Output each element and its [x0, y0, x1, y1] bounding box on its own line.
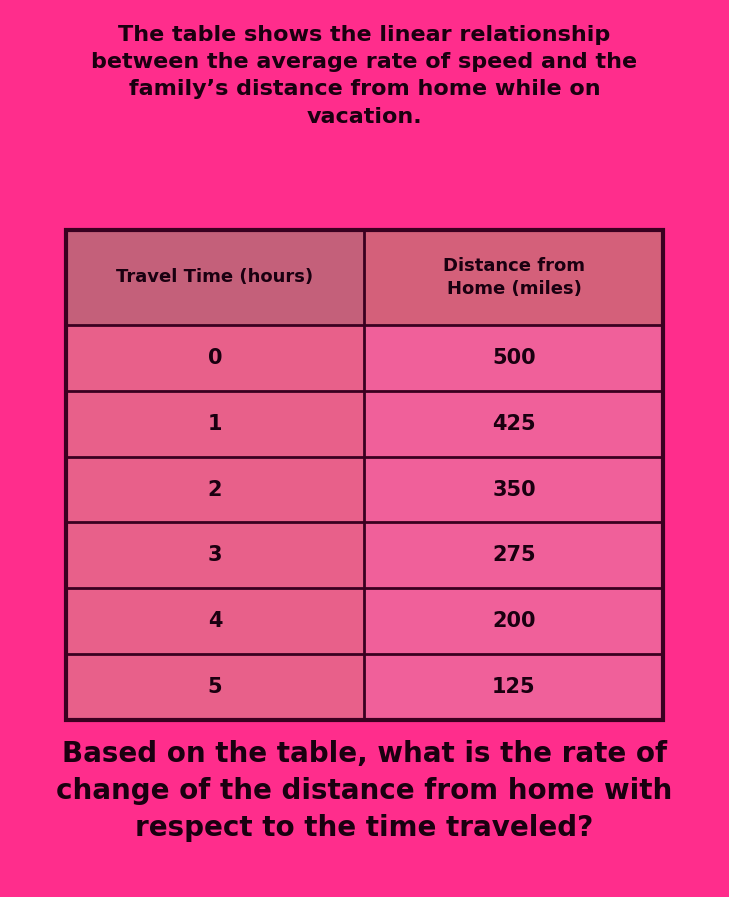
Bar	[66, 654, 365, 720]
Text: 350: 350	[492, 480, 536, 500]
Bar	[66, 588, 365, 654]
Text: 5: 5	[208, 677, 222, 697]
Bar	[364, 654, 663, 720]
Bar	[364, 325, 663, 391]
Bar	[364, 457, 663, 522]
Text: 125: 125	[492, 677, 536, 697]
Bar	[66, 391, 365, 457]
Bar	[66, 230, 663, 720]
Text: 2: 2	[208, 480, 222, 500]
Text: The table shows the linear relationship
between the average rate of speed and th: The table shows the linear relationship …	[91, 25, 638, 126]
Bar	[364, 588, 663, 654]
Bar	[364, 522, 663, 588]
Text: Distance from
Home (miles): Distance from Home (miles)	[443, 257, 585, 298]
Bar	[364, 391, 663, 457]
Text: 0: 0	[208, 348, 222, 368]
Text: 1: 1	[208, 414, 222, 434]
Bar	[66, 325, 365, 391]
Text: 4: 4	[208, 611, 222, 631]
Text: 275: 275	[492, 545, 536, 565]
Text: Travel Time (hours): Travel Time (hours)	[117, 268, 313, 286]
Bar	[66, 522, 365, 588]
Bar	[364, 230, 663, 325]
Text: 500: 500	[492, 348, 536, 368]
Text: Based on the table, what is the rate of
change of the distance from home with
re: Based on the table, what is the rate of …	[56, 740, 673, 841]
Text: 3: 3	[208, 545, 222, 565]
Text: 425: 425	[492, 414, 536, 434]
Bar	[66, 230, 365, 325]
Text: 200: 200	[492, 611, 536, 631]
Bar	[66, 457, 365, 522]
